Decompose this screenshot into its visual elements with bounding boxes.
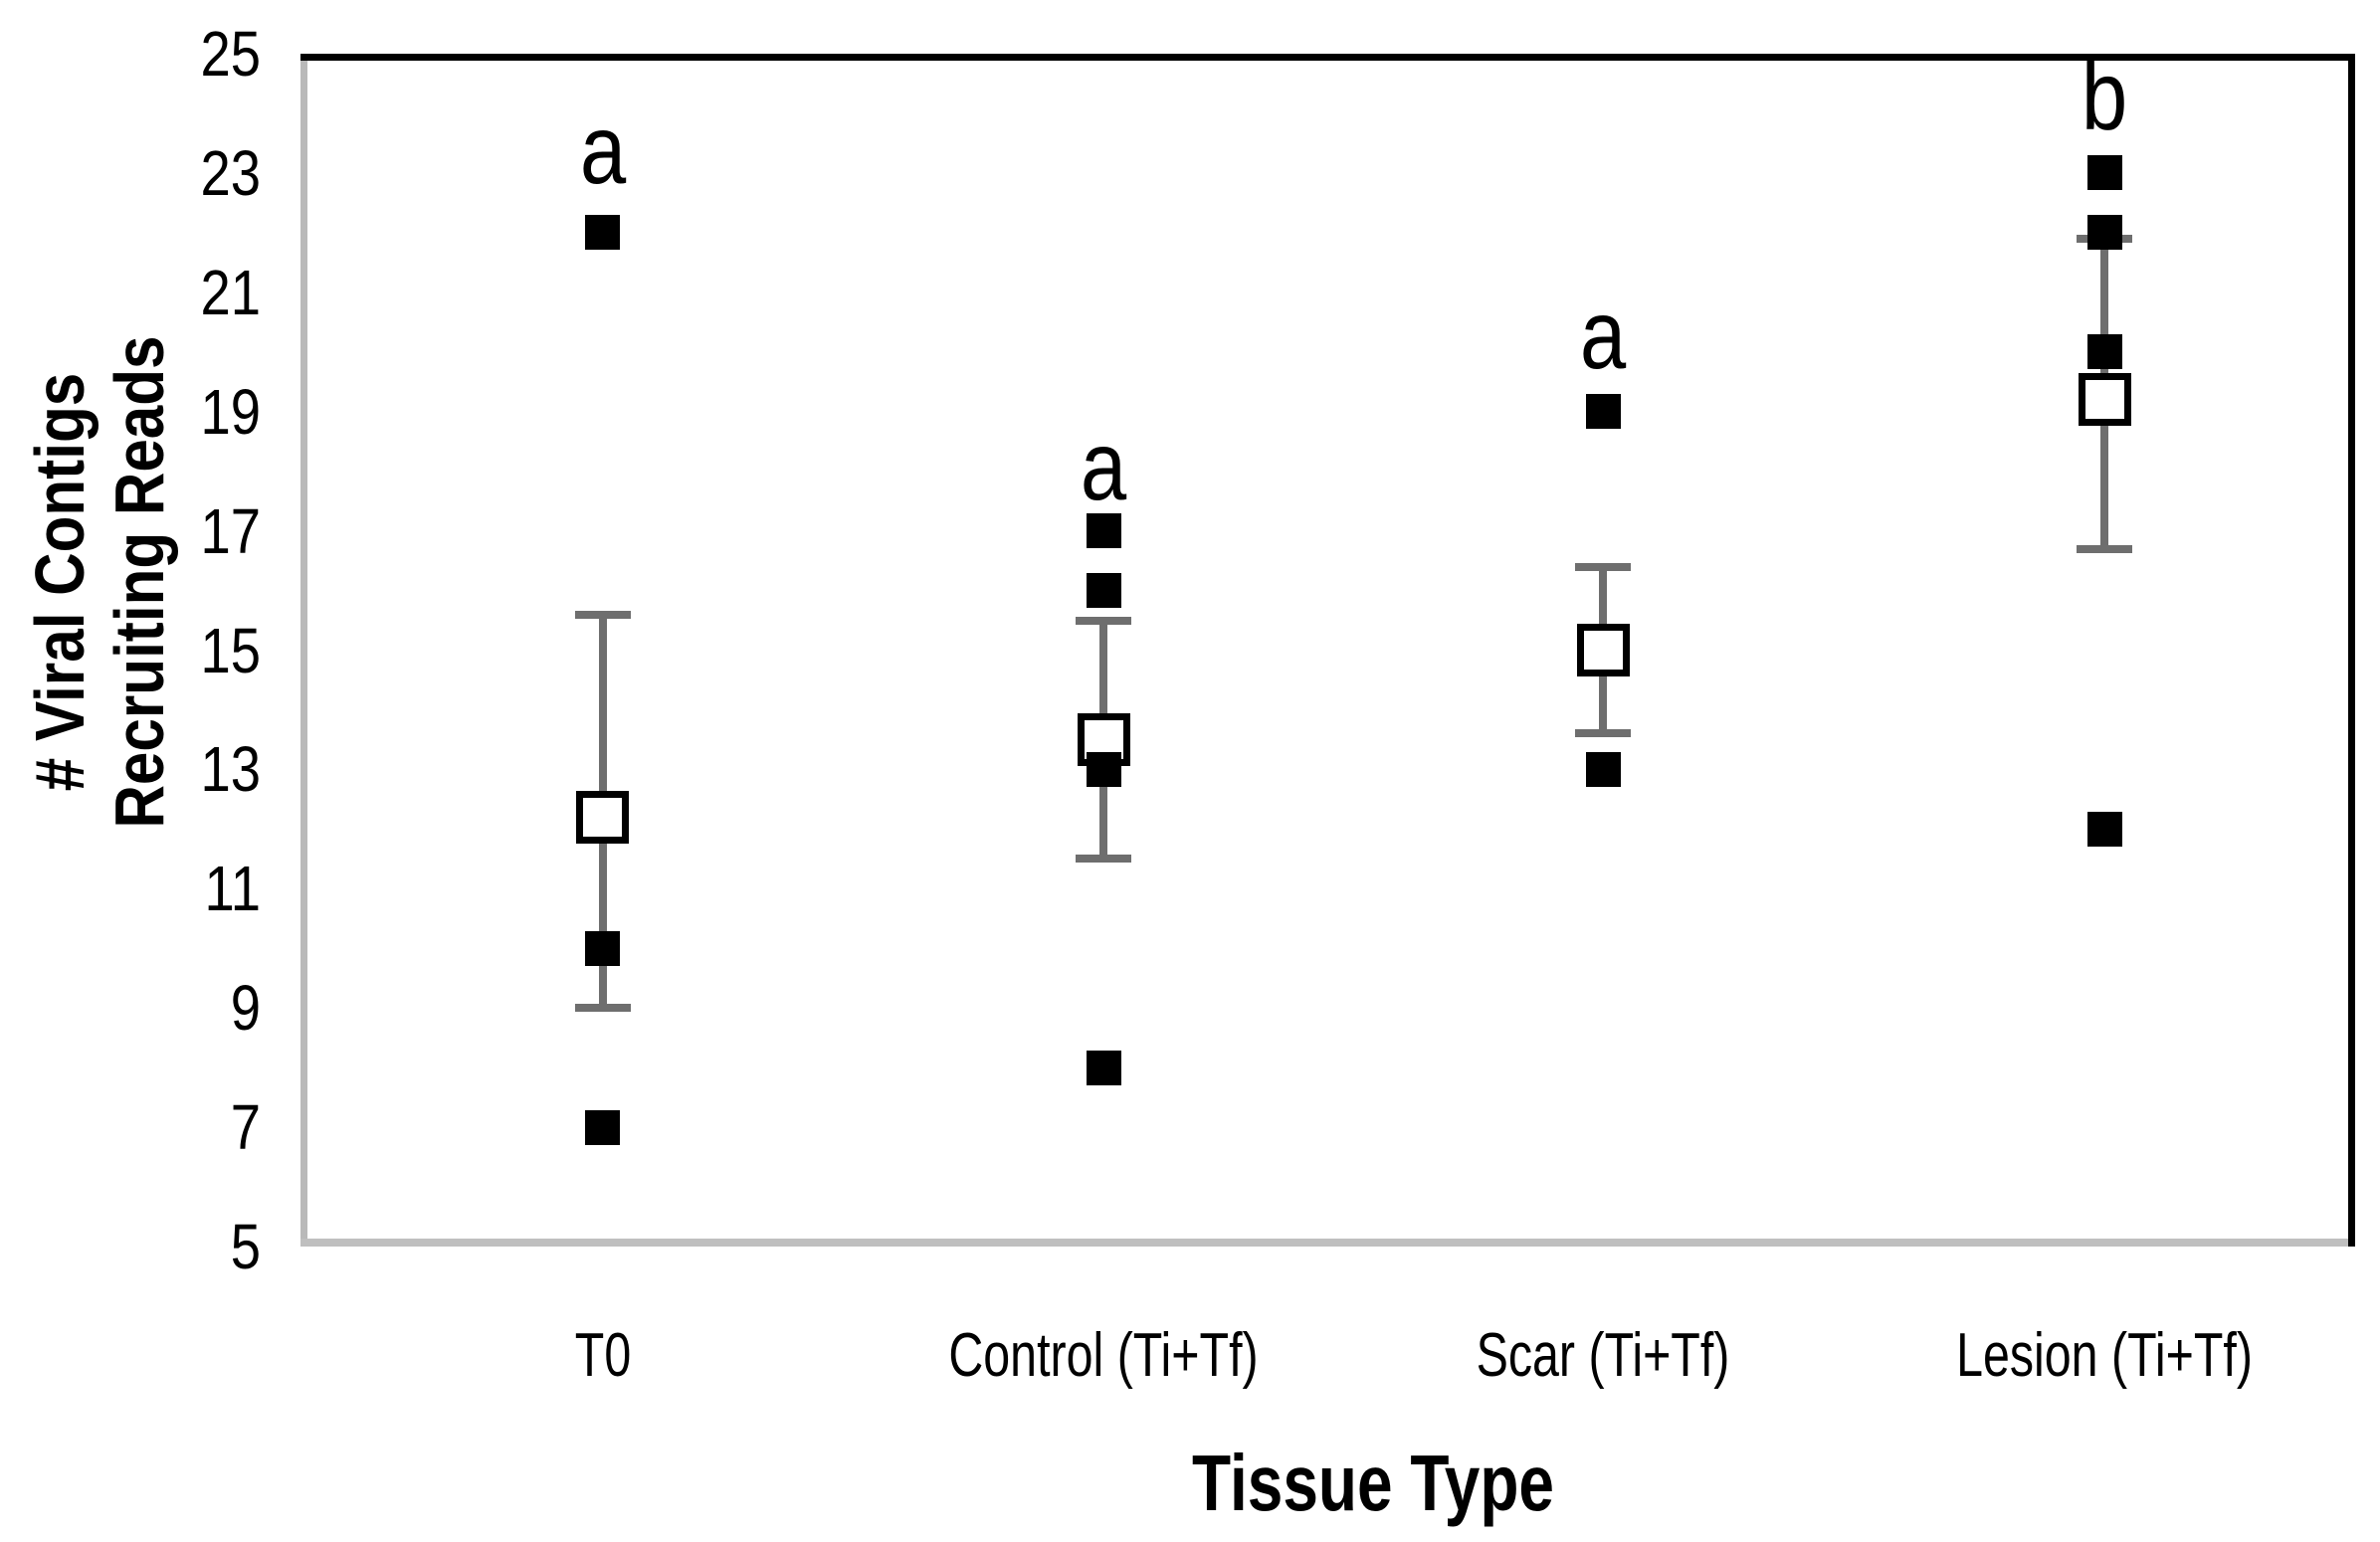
data-point — [1086, 751, 1121, 787]
y-tick-label: 17 — [200, 494, 261, 567]
x-axis-title: Tissue Type — [1192, 1439, 1554, 1527]
error-bar-cap-bottom — [2077, 544, 2133, 553]
data-point — [1086, 573, 1121, 609]
error-bar-cap-top — [574, 610, 631, 619]
y-tick-label: 5 — [230, 1211, 261, 1282]
plot-right-border — [2348, 54, 2355, 1247]
y-tick-label: 13 — [200, 733, 261, 806]
mean-marker — [1077, 712, 1130, 766]
y-axis-line — [300, 54, 307, 1247]
data-point — [1585, 394, 1621, 430]
data-point — [2086, 155, 2122, 191]
error-bar-cap-bottom — [1076, 855, 1132, 864]
error-bar-cap-top — [1575, 562, 1632, 571]
data-point — [1585, 751, 1621, 787]
error-bar-cap-bottom — [574, 1004, 631, 1013]
data-point — [1086, 1050, 1121, 1085]
y-tick-label: 15 — [200, 614, 261, 686]
data-point — [1086, 513, 1121, 549]
significance-letter: a — [1580, 279, 1627, 389]
significance-letter: b — [2081, 40, 2128, 150]
error-bar-cap-top — [1076, 616, 1132, 625]
y-tick-label: 25 — [200, 18, 261, 90]
mean-marker — [576, 790, 630, 844]
data-point — [2086, 215, 2122, 251]
x-category-label: Control (Ti+Tf) — [948, 1321, 1260, 1390]
y-tick-label: 23 — [200, 136, 261, 209]
data-point — [585, 215, 621, 251]
data-point — [2086, 334, 2122, 370]
y-tick-label: 7 — [230, 1091, 261, 1164]
plot-top-border — [300, 54, 2355, 61]
y-tick-label: 9 — [230, 972, 261, 1045]
y-tick-label: 21 — [200, 256, 261, 328]
significance-letter: a — [579, 94, 626, 204]
x-axis-line — [300, 1239, 2355, 1247]
x-category-label: Scar (Ti+Tf) — [1476, 1321, 1730, 1390]
error-bar-cap-bottom — [1575, 729, 1632, 738]
y-tick-label: 19 — [200, 375, 261, 448]
data-point — [2086, 811, 2122, 847]
significance-letter: a — [1081, 410, 1127, 520]
data-point — [585, 1109, 621, 1145]
x-category-label: Lesion (Ti+Tf) — [1956, 1321, 2253, 1390]
mean-marker — [1576, 624, 1630, 676]
data-point — [585, 930, 621, 966]
y-tick-label: 11 — [204, 853, 261, 925]
mean-marker — [2078, 373, 2131, 427]
x-category-label: T0 — [574, 1321, 631, 1390]
